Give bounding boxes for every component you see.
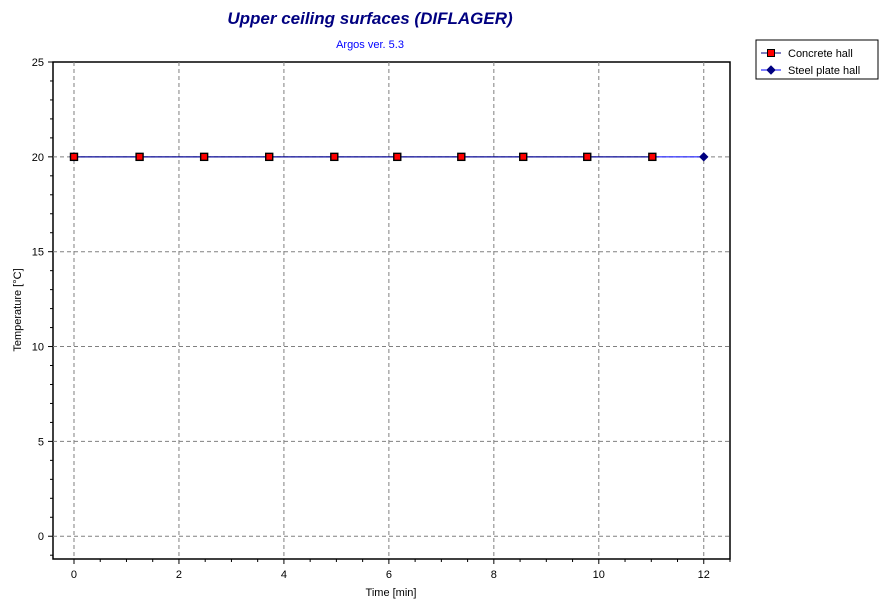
y-tick-label: 15 bbox=[32, 247, 44, 259]
x-axis: 0 2 4 6 8 10 12 bbox=[71, 559, 731, 581]
y-tick-label: 25 bbox=[32, 57, 44, 69]
legend-marker-concrete bbox=[767, 49, 775, 57]
legend: Concrete hall Steel plate hall bbox=[755, 39, 879, 80]
x-tick-label: 2 bbox=[176, 569, 182, 581]
y-tick-label: 5 bbox=[38, 436, 44, 448]
data-point-concrete bbox=[199, 152, 209, 162]
x-axis-label: Time [min] bbox=[366, 587, 417, 599]
data-point-concrete bbox=[265, 152, 274, 162]
legend-box bbox=[755, 39, 879, 80]
data-point-concrete bbox=[583, 152, 592, 162]
legend-marker-steel bbox=[766, 65, 776, 75]
data-point-concrete bbox=[330, 152, 339, 162]
y-axis-label: Temperature [°C] bbox=[12, 268, 24, 351]
y-tick-label: 20 bbox=[32, 152, 44, 164]
legend-label-concrete: Concrete hall bbox=[788, 48, 853, 60]
data-point-concrete bbox=[69, 152, 79, 162]
y-axis: 0 5 10 15 20 25 bbox=[32, 57, 53, 556]
y-tick-label: 10 bbox=[32, 342, 44, 354]
x-tick-label: 8 bbox=[491, 569, 497, 581]
series-layer bbox=[69, 152, 709, 162]
x-tick-label: 12 bbox=[698, 569, 710, 581]
x-tick-label: 6 bbox=[386, 569, 392, 581]
data-point-concrete bbox=[457, 152, 466, 162]
y-tick-label: 0 bbox=[38, 531, 44, 543]
data-point-steel bbox=[699, 152, 709, 162]
chart-subtitle: Argos ver. 5.3 bbox=[336, 39, 404, 51]
data-point-concrete bbox=[519, 152, 528, 162]
data-point-concrete bbox=[648, 152, 657, 162]
x-tick-label: 10 bbox=[593, 569, 605, 581]
data-point-concrete bbox=[393, 152, 402, 162]
grid bbox=[53, 62, 730, 559]
x-tick-label: 4 bbox=[281, 569, 287, 581]
x-tick-label: 0 bbox=[71, 569, 77, 581]
plot-area bbox=[52, 61, 731, 560]
data-point-concrete bbox=[135, 152, 144, 162]
chart-title: Upper ceiling surfaces (DIFLAGER) bbox=[227, 9, 513, 28]
legend-label-steel: Steel plate hall bbox=[788, 65, 860, 77]
